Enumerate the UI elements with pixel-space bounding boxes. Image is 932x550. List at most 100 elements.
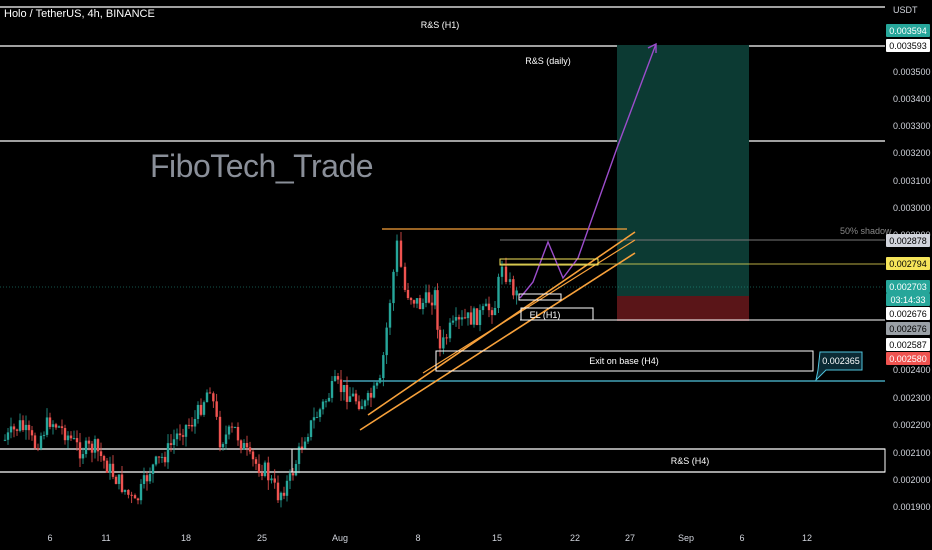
candle-body [84, 440, 88, 455]
annotation-el-h1: EL (H1) [530, 310, 561, 320]
candle-body [169, 443, 173, 445]
candle-body [142, 475, 146, 484]
price-label-bg [886, 280, 930, 293]
candle-body [433, 290, 437, 306]
candle-body [157, 456, 161, 458]
candle-body [236, 426, 240, 441]
candle-body [127, 489, 130, 495]
candle-body [515, 290, 518, 296]
candle-body [42, 434, 46, 436]
candle-body [285, 480, 289, 496]
candle-body [409, 298, 413, 301]
y-tick-label: 0.002000 [893, 475, 931, 485]
annotation-rs-daily: R&S (daily) [525, 56, 571, 66]
candle-body [133, 495, 137, 499]
candle-body [421, 302, 425, 310]
candle-body [72, 438, 76, 440]
annotation-exit-base: Exit on base (H4) [589, 356, 659, 366]
candle-body [227, 426, 231, 435]
candle-body [251, 451, 255, 460]
candle-body [69, 435, 73, 439]
candle-body [54, 424, 58, 428]
candle-body [184, 424, 188, 437]
y-tick-label: 0.002100 [893, 448, 931, 458]
candle-body [60, 426, 64, 429]
candle-body [24, 424, 28, 431]
candle-body [18, 420, 22, 431]
candle-body [212, 393, 215, 402]
currency-label: USDT [893, 5, 918, 15]
x-tick-label: 15 [492, 533, 502, 543]
candle-body [9, 426, 13, 433]
candle-body [39, 435, 43, 449]
annotation-rs-h1: R&S (H1) [421, 20, 460, 30]
candle-body [254, 459, 258, 464]
price-label-bg [886, 352, 930, 365]
candle-body [193, 418, 197, 427]
candle-body [406, 289, 410, 299]
candle-body [469, 312, 473, 325]
y-tick-label: 0.001900 [893, 502, 931, 512]
price-label: 0.003594 [889, 26, 927, 36]
candle-body [260, 472, 264, 477]
candle-body [270, 478, 273, 481]
candle-body [175, 433, 179, 440]
candle-body [224, 434, 228, 444]
y-tick-label: 0.003200 [893, 148, 931, 158]
candle-body [430, 302, 434, 306]
candle-body [336, 376, 340, 380]
candle-body [466, 312, 470, 319]
candle-body [102, 456, 106, 461]
channel-line-lower [359, 252, 636, 431]
candle-body [457, 317, 461, 320]
candle-body [30, 430, 34, 436]
candle-body [306, 436, 310, 442]
candle-body [263, 462, 267, 477]
candle-body [27, 424, 31, 431]
candle-body [36, 448, 40, 450]
candle-body [445, 337, 448, 339]
candle-body [151, 464, 155, 474]
candle-body [315, 417, 319, 419]
candle-body [345, 385, 349, 402]
candle-body [196, 404, 200, 419]
candle-body [273, 478, 276, 483]
candle-body [303, 441, 307, 449]
candle-body [412, 300, 416, 304]
candle-body [218, 416, 222, 448]
price-label: 0.002676 [889, 324, 927, 334]
y-tick-label: 0.003000 [893, 203, 931, 213]
candle-body [187, 424, 191, 426]
candle-body [463, 317, 467, 319]
projected-arrow-head [647, 42, 657, 53]
x-tick-label: Sep [678, 533, 694, 543]
candle-body [512, 279, 515, 296]
y-tick-label: 0.003500 [893, 67, 931, 77]
callout-value: 0.002365 [822, 356, 860, 366]
candle-body [372, 385, 376, 398]
candle-body [257, 463, 261, 473]
candle-body [160, 456, 164, 458]
watermark: FiboTech_Trade [150, 148, 374, 184]
candle-body [48, 417, 52, 427]
candle-body [382, 355, 385, 379]
candle-body [454, 317, 458, 321]
candle-body [75, 438, 79, 443]
y-tick-label: 0.003400 [893, 94, 931, 104]
candle-body [6, 432, 10, 440]
candle-body [78, 442, 82, 459]
price-label-bg [886, 322, 930, 335]
candle-body [190, 424, 194, 427]
candle-body [327, 397, 331, 402]
candle-body [333, 376, 337, 382]
candle-body [202, 402, 206, 415]
candle-body [172, 439, 176, 445]
candle-body [472, 308, 476, 325]
y-tick-label: 0.002300 [893, 393, 931, 403]
candle-body [90, 443, 94, 453]
candle-body [451, 320, 455, 323]
price-label-bg [886, 234, 930, 247]
candle-body [12, 426, 16, 430]
